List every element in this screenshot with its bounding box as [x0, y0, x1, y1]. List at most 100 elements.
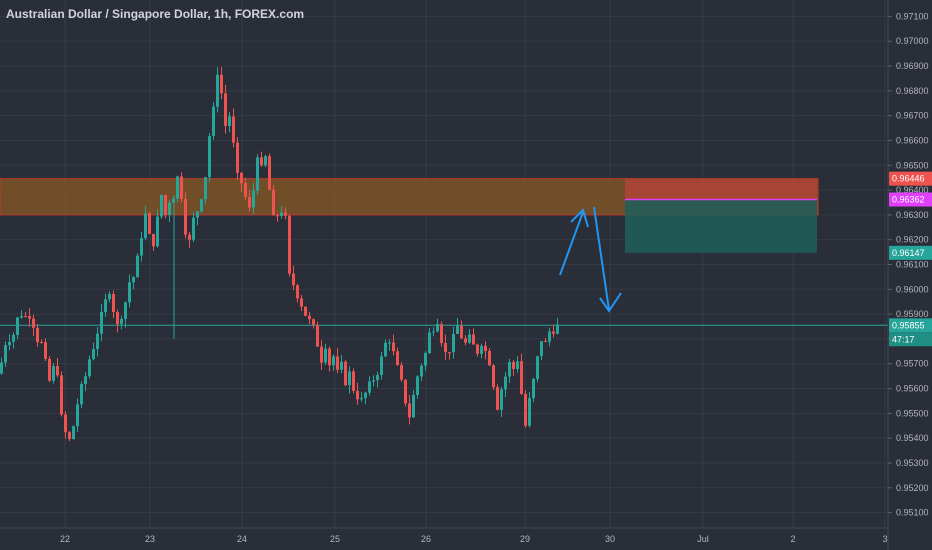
candle-down: [180, 176, 183, 199]
stop-loss-area[interactable]: [625, 178, 817, 200]
candle-up: [452, 334, 455, 353]
candle-up: [104, 299, 107, 312]
candle-down: [288, 215, 291, 274]
candle-up: [532, 378, 535, 399]
candle-down: [472, 334, 475, 345]
candle-up: [364, 392, 367, 399]
short-position-tool[interactable]: [625, 178, 817, 253]
candle-down: [552, 331, 555, 334]
price-tick-label: 0.97000: [896, 36, 929, 46]
candle-up: [252, 190, 255, 208]
price-axis[interactable]: 0.97100 0.97000 0.96900 0.96800 0.96700 0.966…: [887, 0, 929, 550]
time-tick-label: 25: [330, 534, 340, 544]
candle-up: [348, 371, 351, 386]
up-arrow-drawing[interactable]: [559, 208, 589, 276]
time-tick-label: 30: [605, 534, 615, 544]
candle-down: [248, 196, 251, 208]
entry-price-tag: 0.96362: [892, 194, 925, 204]
candle-down: [336, 356, 339, 370]
candle-up: [76, 404, 79, 427]
candle-up: [456, 325, 459, 335]
price-tick-label: 0.96900: [896, 61, 929, 71]
stop-price-tag: 0.96446: [892, 174, 925, 184]
candle-up: [160, 195, 163, 217]
price-tags: 0.96446 0.96362 0.96147 0.95855 47:17: [889, 171, 932, 347]
candle-up: [128, 282, 131, 303]
candle-down: [236, 142, 239, 173]
time-tick-label: 24: [237, 534, 247, 544]
candle-up: [324, 348, 327, 363]
candle-up: [556, 324, 559, 334]
candle-down: [440, 324, 443, 344]
candle-up: [340, 361, 343, 370]
target-price-tag: 0.96147: [892, 248, 925, 258]
candle-down: [28, 316, 31, 319]
candle-up: [416, 376, 419, 395]
candle-down: [488, 351, 491, 366]
candle-down: [404, 379, 407, 404]
candle-up: [372, 380, 375, 382]
candle-down: [524, 393, 527, 426]
candle-down: [408, 403, 411, 418]
candlesticks: [0, 66, 559, 442]
candle-down: [164, 195, 167, 215]
candle-up: [20, 315, 23, 318]
candle-up: [12, 334, 15, 342]
candle-down: [292, 273, 295, 286]
candle-down: [300, 298, 303, 307]
take-profit-area[interactable]: [625, 199, 817, 253]
candle-up: [176, 176, 179, 199]
candle-down: [32, 318, 35, 328]
candle-down: [304, 306, 307, 316]
candle-up: [432, 331, 435, 333]
candle-up: [80, 384, 83, 405]
time-tick-label: 22: [60, 534, 70, 544]
candle-down: [220, 74, 223, 94]
candle-down: [444, 343, 447, 353]
current-price-tag-bg: [889, 318, 932, 333]
candle-down: [312, 319, 315, 326]
price-tick-label: 0.95100: [896, 508, 929, 518]
candle-up: [200, 199, 203, 212]
candle-down: [48, 358, 51, 381]
candle-up: [156, 216, 159, 247]
candle-up: [120, 319, 123, 325]
price-tick-label: 0.95300: [896, 458, 929, 468]
candle-up: [196, 211, 199, 218]
candle-down: [520, 361, 523, 394]
candle-up: [72, 426, 75, 440]
candle-up: [280, 212, 283, 216]
candle-down: [260, 157, 263, 166]
candle-down: [316, 325, 319, 347]
price-tick-label: 0.96000: [896, 284, 929, 294]
candle-down: [276, 215, 279, 217]
candle-down: [352, 371, 355, 391]
price-tick-label: 0.95600: [896, 384, 929, 394]
price-tick-label: 0.97100: [896, 11, 929, 21]
candle-up: [508, 362, 511, 377]
projection-arrows[interactable]: [559, 206, 622, 313]
candle-up: [212, 106, 215, 137]
candle-up: [96, 333, 99, 349]
candle-down: [24, 315, 27, 317]
candle-down: [448, 352, 451, 354]
candle-up: [436, 324, 439, 332]
candle-up: [428, 332, 431, 354]
candle-up: [384, 342, 387, 357]
price-tick-label: 0.96200: [896, 235, 929, 245]
price-tick-label: 0.96800: [896, 86, 929, 96]
candle-down: [40, 342, 43, 344]
down-arrow-drawing[interactable]: [593, 206, 622, 313]
candle-up: [216, 74, 219, 107]
candle-down: [496, 387, 499, 410]
candle-down: [184, 198, 187, 235]
time-tick-label: 23: [145, 534, 155, 544]
time-axis[interactable]: 22 23 24 25 26 29 30 Jul 2 3: [0, 527, 888, 544]
candle-down: [544, 341, 547, 343]
candle-down: [188, 234, 191, 240]
candle-down: [268, 156, 271, 190]
price-tick-label: 0.96700: [896, 111, 929, 121]
